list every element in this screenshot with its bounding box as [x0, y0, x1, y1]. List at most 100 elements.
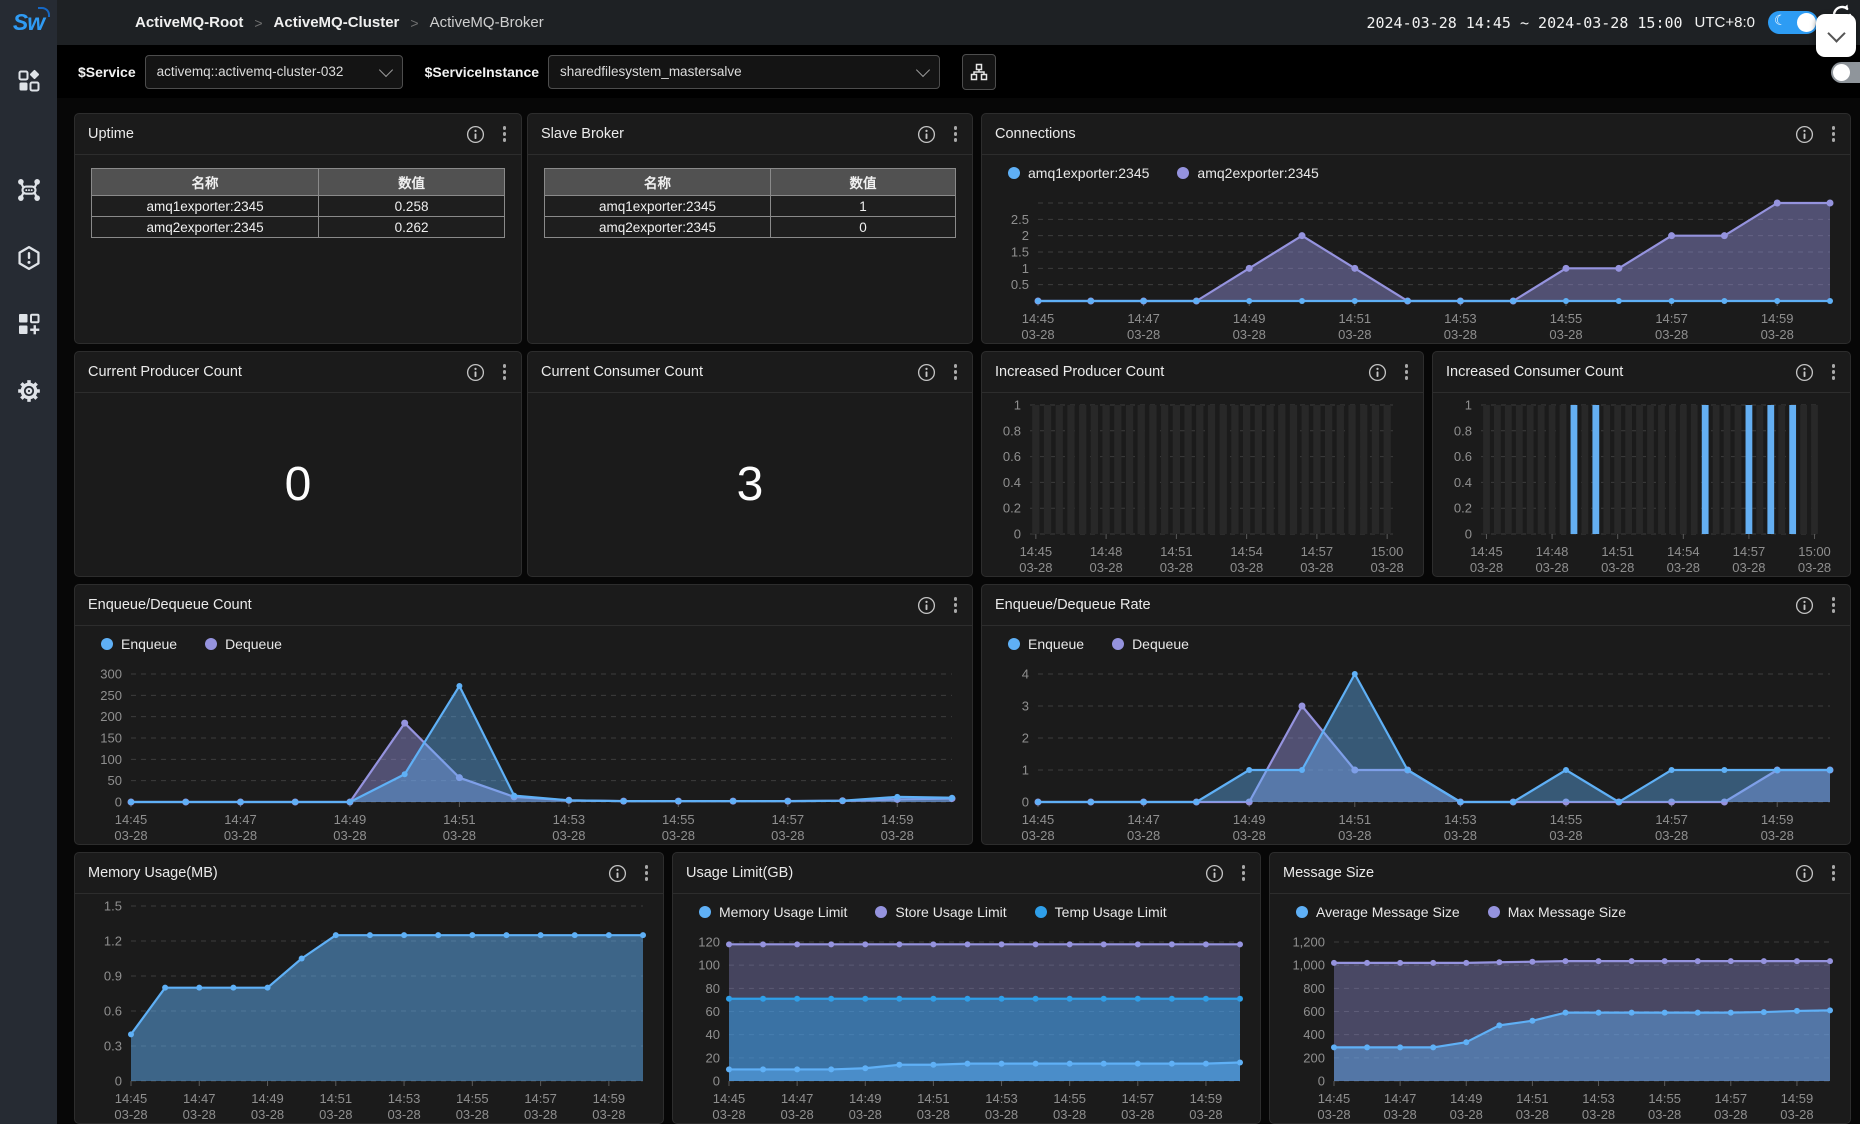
time-range-picker[interactable]: 2024-03-28 14:45 ~ 2024-03-28 15:00 UTC+… — [1366, 0, 1755, 45]
legend-item[interactable]: Temp Usage Limit — [1034, 904, 1167, 920]
sidebar-item-alerting[interactable] — [0, 238, 57, 278]
svg-text:0: 0 — [1318, 1074, 1325, 1089]
legend-item[interactable]: amq2exporter:2345 — [1177, 165, 1319, 181]
sidebar-item-settings[interactable] — [0, 371, 57, 411]
panel-message-size: Message Size Average Message Size Max Mes… — [1269, 852, 1851, 1124]
legend-item[interactable]: Store Usage Limit — [875, 904, 1007, 920]
collapse-header-button[interactable] — [1816, 14, 1856, 57]
legend-item[interactable]: Average Message Size — [1296, 904, 1460, 920]
info-icon[interactable] — [466, 363, 485, 382]
svg-text:03-28: 03-28 — [1230, 560, 1263, 575]
legend-item[interactable]: Enqueue — [1008, 636, 1084, 652]
panel-current-producer: Current Producer Count 0 — [74, 351, 522, 577]
more-menu-icon[interactable] — [643, 863, 651, 883]
svg-text:14:55: 14:55 — [662, 812, 695, 827]
info-icon[interactable] — [1795, 125, 1814, 144]
panel-header: Usage Limit(GB) — [673, 853, 1260, 894]
breadcrumb-separator: > — [410, 14, 419, 31]
info-icon[interactable] — [466, 125, 485, 144]
svg-text:1: 1 — [1014, 398, 1021, 413]
legend-item[interactable]: Enqueue — [101, 636, 177, 652]
more-menu-icon[interactable] — [952, 595, 960, 615]
svg-text:03-28: 03-28 — [985, 1107, 1018, 1122]
info-icon[interactable] — [608, 864, 627, 883]
panel-header: Uptime — [75, 114, 521, 155]
panel-title: Enqueue/Dequeue Count — [88, 597, 252, 613]
more-menu-icon[interactable] — [1240, 863, 1248, 883]
more-menu-icon[interactable] — [1830, 863, 1838, 883]
sidebar-item-dashboards[interactable] — [0, 61, 57, 101]
more-menu-icon[interactable] — [501, 362, 509, 382]
svg-text:0.6: 0.6 — [1454, 449, 1472, 464]
svg-text:14:53: 14:53 — [985, 1091, 1018, 1106]
chart-canvas-enq-count: 05010015020025030014:4503-2814:4703-2814… — [100, 667, 956, 843]
svg-text:0.5: 0.5 — [1011, 277, 1029, 292]
auto-refresh-toggle[interactable] — [1831, 62, 1860, 83]
legend-item[interactable]: Dequeue — [205, 636, 282, 652]
info-icon[interactable] — [1368, 363, 1387, 382]
svg-text:14:53: 14:53 — [553, 812, 586, 827]
breadcrumb-cluster[interactable]: ActiveMQ-Cluster — [273, 14, 400, 31]
top-bar: ActiveMQ-Root > ActiveMQ-Cluster > Activ… — [57, 0, 1860, 45]
timezone-label[interactable]: UTC+8:0 — [1694, 14, 1755, 31]
svg-text:03-28: 03-28 — [1019, 560, 1052, 575]
info-icon[interactable] — [1795, 363, 1814, 382]
more-menu-icon[interactable] — [501, 124, 509, 144]
instance-hierarchy-button[interactable] — [962, 53, 997, 90]
svg-text:14:54: 14:54 — [1667, 544, 1700, 559]
service-select[interactable]: activemq::activemq-cluster-032 — [144, 54, 403, 89]
svg-text:14:49: 14:49 — [1233, 812, 1266, 827]
app-logo[interactable]: Sw — [0, 0, 57, 45]
svg-text:15:00: 15:00 — [1798, 544, 1831, 559]
legend-item[interactable]: Dequeue — [1112, 636, 1189, 652]
table-header: 名称 — [543, 168, 772, 196]
more-menu-icon[interactable] — [952, 362, 960, 382]
svg-text:03-28: 03-28 — [781, 1107, 814, 1122]
info-icon[interactable] — [917, 363, 936, 382]
time-range-value[interactable]: 2024-03-28 14:45 ~ 2024-03-28 15:00 — [1366, 13, 1683, 32]
legend-dot-icon — [101, 638, 113, 650]
info-icon[interactable] — [1795, 864, 1814, 883]
legend-item[interactable]: amq1exporter:2345 — [1008, 165, 1149, 181]
svg-text:0.6: 0.6 — [1003, 449, 1021, 464]
more-menu-icon[interactable] — [952, 124, 960, 144]
breadcrumb-root[interactable]: ActiveMQ-Root — [135, 14, 244, 31]
svg-text:14:51: 14:51 — [1601, 544, 1634, 559]
svg-text:14:51: 14:51 — [1516, 1091, 1549, 1106]
info-icon[interactable] — [917, 596, 936, 615]
info-icon[interactable] — [1205, 864, 1224, 883]
service-instance-select[interactable]: sharedfilesystem_mastersalve — [548, 54, 941, 89]
dark-mode-toggle[interactable]: ☾ — [1768, 11, 1818, 34]
svg-text:100: 100 — [100, 752, 122, 767]
chart-canvas-memory: 00.30.60.91.21.514:4503-2814:4703-2814:4… — [104, 899, 646, 1122]
info-icon[interactable] — [1795, 596, 1814, 615]
panel-usage-limit: Usage Limit(GB) Memory Usage Limit Store … — [672, 852, 1261, 1124]
svg-text:0.4: 0.4 — [1003, 475, 1021, 490]
svg-text:03-28: 03-28 — [552, 828, 585, 843]
legend-dot-icon — [1177, 167, 1190, 179]
legend-item[interactable]: Memory Usage Limit — [699, 904, 847, 920]
legend-item[interactable]: Max Message Size — [1487, 904, 1626, 920]
sidebar-item-widgets[interactable] — [0, 304, 57, 344]
svg-text:0.2: 0.2 — [1003, 501, 1021, 516]
more-menu-icon[interactable] — [1830, 124, 1838, 144]
svg-text:03-28: 03-28 — [917, 1107, 950, 1122]
svg-text:14:59: 14:59 — [1761, 812, 1794, 827]
svg-text:03-28: 03-28 — [456, 1107, 489, 1122]
panel-title: Usage Limit(GB) — [686, 865, 794, 881]
table-cell: 0.262 — [318, 216, 505, 238]
info-icon[interactable] — [917, 125, 936, 144]
svg-text:0: 0 — [1465, 527, 1472, 542]
sidebar-item-topology[interactable] — [0, 170, 57, 210]
toggle-knob — [1797, 13, 1816, 32]
more-menu-icon[interactable] — [1830, 362, 1838, 382]
table-header: 数值 — [770, 168, 956, 196]
svg-text:0.9: 0.9 — [104, 969, 122, 984]
dashboards-icon — [18, 69, 39, 92]
svg-text:0.6: 0.6 — [104, 1004, 122, 1019]
more-menu-icon[interactable] — [1830, 595, 1838, 615]
svg-text:80: 80 — [706, 981, 720, 996]
more-menu-icon[interactable] — [1403, 362, 1411, 382]
svg-text:03-28: 03-28 — [1384, 1107, 1417, 1122]
